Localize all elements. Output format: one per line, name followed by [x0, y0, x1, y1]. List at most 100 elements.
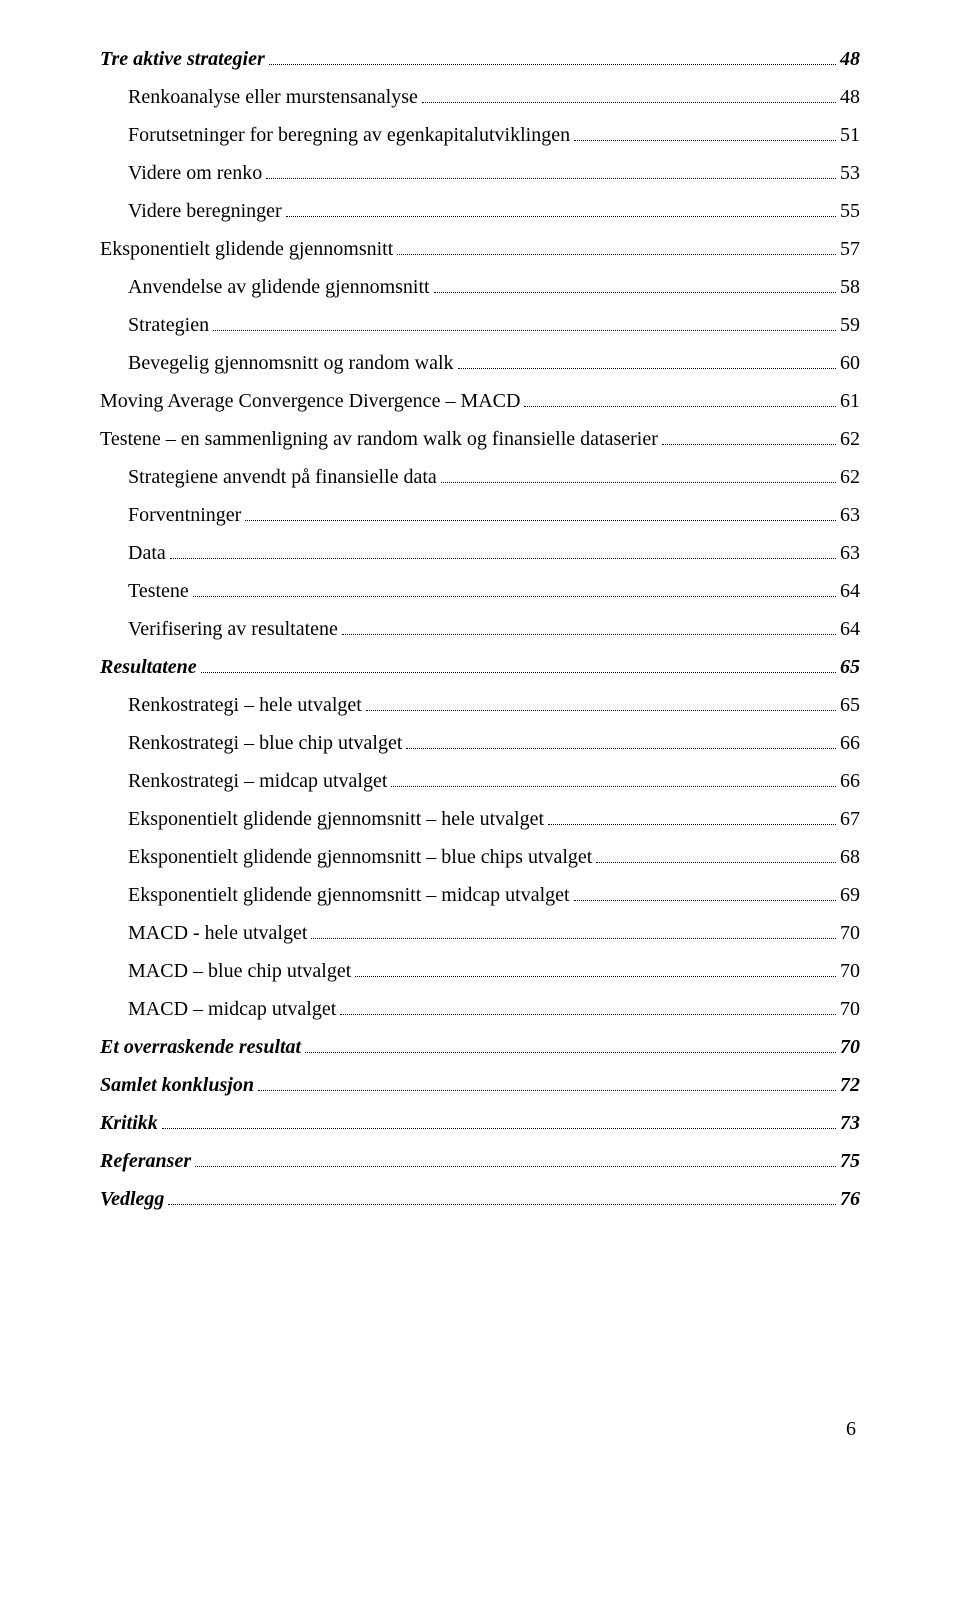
- toc-entry-label: Resultatene: [100, 648, 197, 686]
- toc-leader-dots: [162, 1112, 836, 1129]
- toc-entry-label: Forutsetninger for beregning av egenkapi…: [128, 116, 570, 154]
- toc-entry-page: 70: [840, 914, 860, 952]
- toc-entry-label: Verifisering av resultatene: [128, 610, 338, 648]
- toc-row: Testene 64: [128, 572, 860, 610]
- toc-leader-dots: [195, 1150, 836, 1167]
- toc-entry-label: Moving Average Convergence Divergence – …: [100, 382, 520, 420]
- toc-entry-page: 59: [840, 306, 860, 344]
- toc-entry-page: 62: [840, 420, 860, 458]
- toc-entry-page: 70: [840, 990, 860, 1028]
- toc-entry-page: 64: [840, 572, 860, 610]
- toc-entry-page: 67: [840, 800, 860, 838]
- toc-entry-page: 55: [840, 192, 860, 230]
- toc-row: Videre beregninger 55: [128, 192, 860, 230]
- toc-leader-dots: [201, 656, 836, 673]
- toc-leader-dots: [355, 960, 836, 977]
- toc-leader-dots: [524, 390, 836, 407]
- toc-leader-dots: [213, 314, 836, 331]
- toc-entry-label: MACD – blue chip utvalget: [128, 952, 351, 990]
- toc-row: Strategien 59: [128, 306, 860, 344]
- toc-row: Data 63: [128, 534, 860, 572]
- toc-entry-page: 76: [840, 1180, 860, 1218]
- toc-entry-page: 72: [840, 1066, 860, 1104]
- toc-leader-dots: [662, 428, 836, 445]
- toc-row: Renkostrategi – hele utvalget 65: [128, 686, 860, 724]
- toc-row: Forventninger 63: [128, 496, 860, 534]
- toc-entry-label: Tre aktive strategier: [100, 40, 265, 78]
- toc-row: Strategiene anvendt på finansielle data 6…: [128, 458, 860, 496]
- toc-entry-label: Strategien: [128, 306, 209, 344]
- toc-entry-page: 69: [840, 876, 860, 914]
- toc-entry-label: MACD – midcap utvalget: [128, 990, 336, 1028]
- toc-entry-label: Et overraskende resultat: [100, 1028, 301, 1066]
- toc-entry-label: Eksponentielt glidende gjennomsnitt – mi…: [128, 876, 570, 914]
- toc-entry-label: Renkostrategi – blue chip utvalget: [128, 724, 402, 762]
- toc-leader-dots: [596, 846, 836, 863]
- toc-row: Eksponentielt glidende gjennomsnitt – bl…: [128, 838, 860, 876]
- toc-entry-label: Anvendelse av glidende gjennomsnitt: [128, 268, 430, 306]
- toc-entry-page: 65: [840, 686, 860, 724]
- toc-entry-page: 63: [840, 496, 860, 534]
- toc-entry-label: Data: [128, 534, 166, 572]
- toc-entry-page: 53: [840, 154, 860, 192]
- toc-leader-dots: [422, 86, 836, 103]
- toc-entry-label: Renkostrategi – hele utvalget: [128, 686, 362, 724]
- toc-entry-label: Eksponentielt glidende gjennomsnitt: [100, 230, 393, 268]
- toc-leader-dots: [574, 124, 836, 141]
- toc-leader-dots: [391, 770, 836, 787]
- toc-row: Referanser75: [100, 1142, 860, 1180]
- toc-entry-page: 51: [840, 116, 860, 154]
- toc-row: Moving Average Convergence Divergence – …: [100, 382, 860, 420]
- toc-entry-label: Strategiene anvendt på finansielle data: [128, 458, 437, 496]
- toc-row: Testene – en sammenligning av random wal…: [100, 420, 860, 458]
- toc-leader-dots: [245, 504, 836, 521]
- toc-entry-page: 58: [840, 268, 860, 306]
- toc-row: Bevegelig gjennomsnitt og random walk60: [128, 344, 860, 382]
- toc-row: Resultatene65: [100, 648, 860, 686]
- toc-entry-page: 48: [840, 78, 860, 116]
- toc-leader-dots: [266, 162, 836, 179]
- toc-entry-label: Videre beregninger: [128, 192, 282, 230]
- toc-entry-page: 63: [840, 534, 860, 572]
- toc-leader-dots: [342, 618, 836, 635]
- toc-row: Tre aktive strategier48: [100, 40, 860, 78]
- toc-leader-dots: [258, 1074, 836, 1091]
- toc-row: Kritikk73: [100, 1104, 860, 1142]
- toc-entry-label: Eksponentielt glidende gjennomsnitt – he…: [128, 800, 544, 838]
- toc-row: Eksponentielt glidende gjennomsnitt – mi…: [128, 876, 860, 914]
- toc-leader-dots: [193, 580, 836, 597]
- toc-entry-label: Renkostrategi – midcap utvalget: [128, 762, 387, 800]
- toc-row: MACD – midcap utvalget 70: [128, 990, 860, 1028]
- toc-entry-page: 66: [840, 762, 860, 800]
- toc-entry-label: Renkoanalyse eller murstensanalyse: [128, 78, 418, 116]
- toc-row: Anvendelse av glidende gjennomsnitt 58: [128, 268, 860, 306]
- toc-row: Renkostrategi – midcap utvalget 66: [128, 762, 860, 800]
- toc-leader-dots: [366, 694, 836, 711]
- toc-leader-dots: [311, 922, 836, 939]
- toc-row: Eksponentielt glidende gjennomsnitt – he…: [128, 800, 860, 838]
- toc-leader-dots: [434, 276, 836, 293]
- toc-entry-label: Eksponentielt glidende gjennomsnitt – bl…: [128, 838, 592, 876]
- toc-entry-label: Testene: [128, 572, 189, 610]
- toc-leader-dots: [406, 732, 836, 749]
- toc-row: Forutsetninger for beregning av egenkapi…: [128, 116, 860, 154]
- toc-row: Renkoanalyse eller murstensanalyse 48: [128, 78, 860, 116]
- toc-row: MACD - hele utvalget70: [128, 914, 860, 952]
- toc-entry-label: Referanser: [100, 1142, 191, 1180]
- toc-entry-label: Vedlegg: [100, 1180, 164, 1218]
- toc-entry-label: Bevegelig gjennomsnitt og random walk: [128, 344, 454, 382]
- toc-row: Vedlegg 76: [100, 1180, 860, 1218]
- toc-leader-dots: [168, 1188, 836, 1205]
- toc-row: MACD – blue chip utvalget70: [128, 952, 860, 990]
- toc-leader-dots: [269, 48, 836, 65]
- toc-entry-page: 62: [840, 458, 860, 496]
- toc-row: Eksponentielt glidende gjennomsnitt57: [100, 230, 860, 268]
- toc-leader-dots: [397, 238, 836, 255]
- toc-entry-label: Samlet konklusjon: [100, 1066, 254, 1104]
- toc-row: Verifisering av resultatene64: [128, 610, 860, 648]
- toc-entry-label: Forventninger: [128, 496, 241, 534]
- table-of-contents: Tre aktive strategier48Renkoanalyse elle…: [100, 40, 860, 1218]
- toc-leader-dots: [458, 352, 837, 369]
- page-number: 6: [100, 1418, 860, 1441]
- toc-entry-page: 61: [840, 382, 860, 420]
